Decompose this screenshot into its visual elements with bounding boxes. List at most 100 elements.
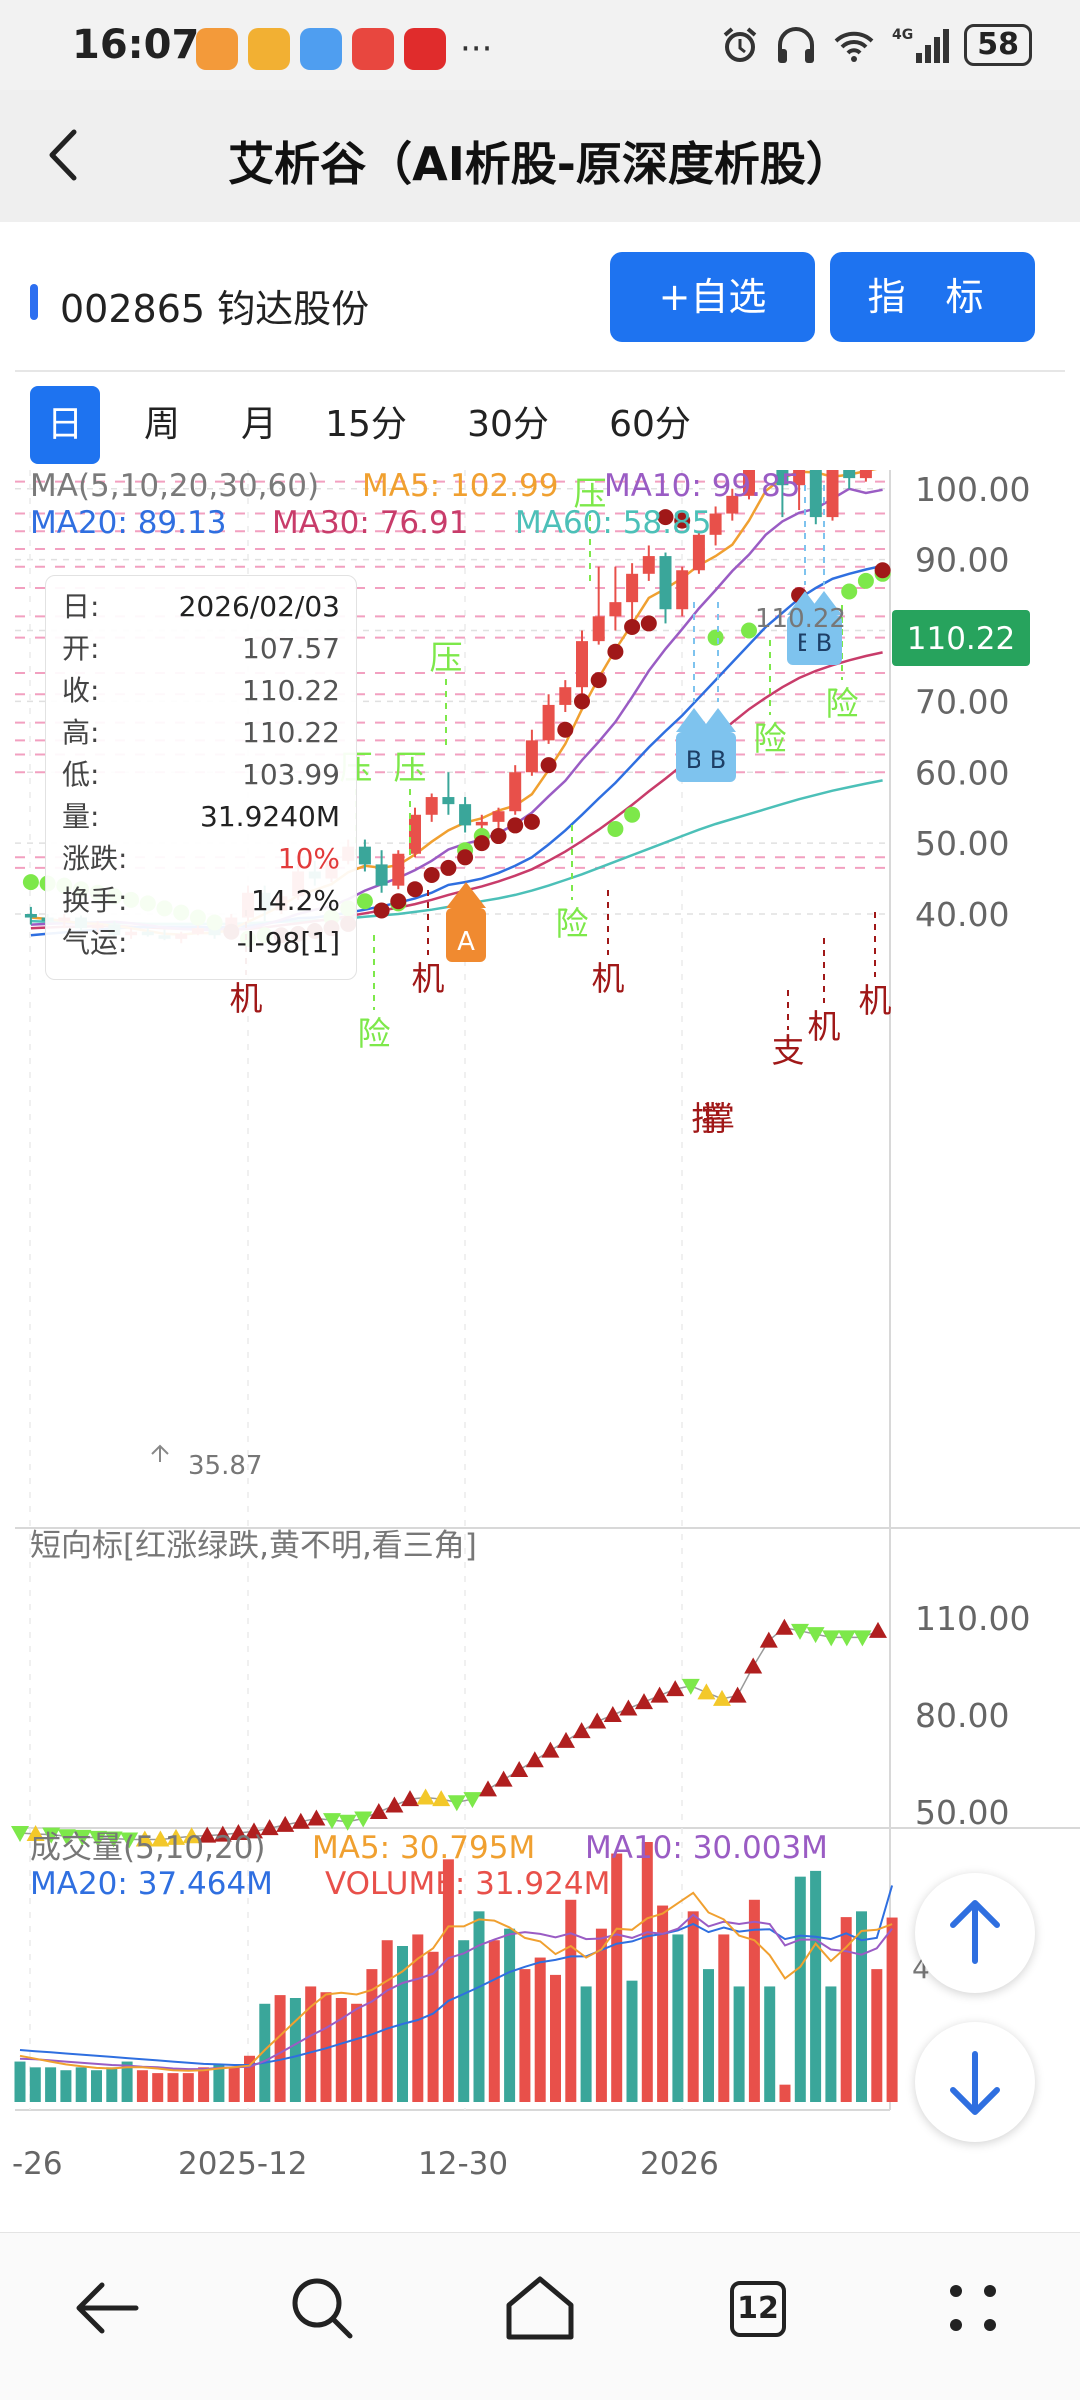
indicator-line [19,1626,879,1841]
indicator-triangle [588,1712,607,1729]
volume-bar [794,1876,806,2102]
info-key: 量: [62,800,100,833]
indicator-axis-label: 50.00 [915,1793,1009,1832]
candle-body [709,513,722,535]
red-signal-dot [874,562,891,579]
red-signal-dot [657,509,674,526]
candle-body [576,641,588,688]
candle-body [692,534,705,571]
volume-bar [779,2084,791,2102]
indicator-triangle [354,1811,373,1828]
red-signal-dot [507,817,524,834]
candle-body [509,772,522,812]
add-watchlist-button[interactable]: +自选 [610,252,815,342]
pressure-label: 压 [430,638,463,677]
volume-bar [29,2067,41,2102]
indicator-axis-label: 110.00 [915,1599,1030,1638]
price-axis-label: 70.00 [915,682,1009,721]
tag-b-label: B [686,746,702,774]
indicator-triangle [525,1751,544,1768]
volume-bar [351,2003,363,2102]
indicator-button[interactable]: 指 标 [830,252,1035,342]
tab-week[interactable]: 周 [143,404,180,445]
tab-60min[interactable]: 60分 [609,404,691,445]
tab-15min[interactable]: 15分 [325,404,407,445]
candle-body [559,687,572,705]
green-signal-dot [707,629,724,646]
volume-bar [840,1917,852,2102]
indicator-triangle [11,1826,29,1843]
candle-body [726,495,739,514]
indicator-triangle [650,1686,669,1703]
volume-bar [335,1998,347,2102]
info-key: 低: [62,758,100,791]
more-notifications-icon: ··· [460,29,493,69]
opportunity-label: 机 [230,979,263,1018]
price-axis-label: 90.00 [915,541,1009,580]
tag-b-pointer-icon [806,591,842,615]
red-signal-dot [540,757,557,774]
search-icon[interactable] [277,2263,367,2353]
red-signal-dot [490,828,507,845]
volume-bar [427,1951,439,2102]
candle-body [459,804,472,826]
volume-bar [595,1928,607,2102]
info-value: 10% [277,842,340,875]
red-signal-dot [607,643,624,660]
tab-30min[interactable]: 30分 [467,404,549,445]
volume-bar [488,1940,500,2102]
danger-label: 险 [754,719,787,758]
indicator-triangle [853,1630,872,1647]
alarm-icon [723,27,757,62]
high-marker: 110.22 [755,604,846,634]
status-bar: 16:07 ··· 4G 58 [0,0,1080,90]
volume-bar [825,1986,837,2102]
scroll-up-button[interactable] [915,1873,1035,1993]
volume-ma10-line [19,1913,893,2071]
nav-back-icon[interactable] [62,2263,152,2353]
back-arrow-icon[interactable] [30,120,100,190]
tab-day[interactable]: 日 [30,386,100,464]
candle-body [676,570,689,610]
candle-body [425,797,438,815]
info-key: 日: [62,590,100,623]
indicator-triangle [167,1828,185,1845]
volume-ma20: MA20: 37.464M [30,1866,273,1902]
candle-body [843,470,856,479]
tabs-icon[interactable]: 12 [712,2263,802,2353]
danger-label: 险 [358,1014,391,1053]
ma20-legend: MA20: 89.13 [30,505,226,541]
more-icon[interactable] [928,2263,1018,2353]
candle-body [358,846,371,865]
pressure-label: 压 [394,748,427,787]
indicator-triangle [276,1815,295,1832]
indicator-triangle [775,1618,794,1635]
volume-value: VOLUME: 31.924M [325,1866,610,1902]
red-signal-dot [523,813,540,830]
green-signal-dot [741,622,757,639]
tag-b-pointer-icon [700,708,736,732]
scroll-down-button[interactable] [915,2022,1035,2142]
stock-accent-bar [30,284,38,320]
red-signal-dot [557,721,574,738]
candle-body [626,573,639,603]
info-key: 涨跌: [62,842,128,875]
info-value: 31.9240M [200,800,340,833]
indicator-triangle [541,1741,560,1758]
candle-body [609,602,622,617]
red-signal-dot [373,902,390,919]
video-app-icon [248,28,290,70]
stock-code-name: 002865 钧达股份 [60,287,370,331]
volume-bar [871,1969,883,2102]
red-signal-dot [457,849,474,866]
volume-ma5-line [19,1891,893,2072]
tab-month[interactable]: 月 [240,404,277,445]
volume-bar [550,1974,561,2102]
indicator-triangle [681,1678,700,1695]
browser-bottom-nav: 12 [0,2232,1080,2400]
ma5-legend: MA5: 102.99 [362,470,558,504]
danger-label: 险 [556,904,589,943]
home-icon[interactable] [495,2263,585,2353]
app-notification-icon [196,28,238,70]
indicator-triangle [182,1827,201,1844]
